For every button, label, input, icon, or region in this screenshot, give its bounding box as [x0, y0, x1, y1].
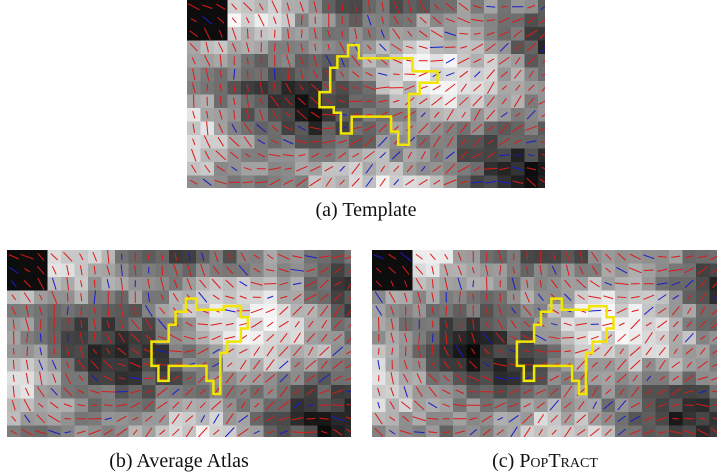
fiber-glyph — [104, 405, 112, 406]
voxel — [480, 426, 494, 438]
page: (a) Template (b) Average Atlas (c) PopTr… — [0, 0, 722, 475]
voxel — [525, 176, 539, 189]
voxel — [277, 426, 291, 438]
panel-caption: Template — [342, 199, 416, 221]
voxel — [372, 426, 386, 438]
caption: (c) PopTract — [492, 450, 598, 473]
voxel — [61, 426, 75, 438]
poptract-image — [372, 250, 717, 437]
voxel — [538, 162, 545, 176]
voxel — [318, 426, 332, 438]
fiber-glyph — [541, 141, 545, 142]
panel-caption: PopTract — [519, 450, 598, 472]
voxel — [440, 426, 454, 438]
voxel — [331, 426, 345, 438]
voxel — [538, 149, 545, 163]
voxel — [48, 426, 62, 438]
voxel — [426, 426, 440, 438]
fiber-glyph — [301, 30, 302, 38]
voxel — [656, 426, 670, 438]
voxel — [494, 426, 508, 438]
voxel — [75, 426, 89, 438]
voxel — [345, 264, 352, 278]
caption: (a) Template — [316, 199, 417, 222]
fiber-glyph — [64, 418, 71, 419]
voxel — [264, 426, 278, 438]
fiber-glyph — [513, 294, 514, 300]
voxel — [102, 426, 116, 438]
voxel — [250, 426, 264, 438]
fiber-glyph — [332, 405, 343, 406]
voxel — [413, 426, 427, 438]
fiber-glyph — [247, 29, 248, 39]
fiber-glyph — [162, 265, 163, 275]
template-image — [187, 0, 545, 188]
voxel — [156, 426, 170, 438]
voxel — [345, 304, 352, 318]
voxel — [345, 412, 352, 426]
voxel — [304, 426, 318, 438]
voxel — [88, 426, 102, 438]
voxel — [345, 318, 352, 332]
fiber-glyph — [446, 306, 447, 316]
caption: (b) Average Atlas — [109, 450, 249, 473]
fiber-glyph — [328, 4, 329, 10]
voxel — [210, 426, 224, 438]
panel-label: (a) — [316, 199, 338, 221]
fiber-glyph — [88, 418, 102, 419]
panel-label: (b) — [109, 450, 132, 472]
fiber-glyph — [617, 297, 626, 298]
voxel — [201, 176, 215, 189]
voxel — [602, 426, 616, 438]
voxel — [169, 426, 183, 438]
voxel — [511, 176, 525, 189]
voxel — [615, 426, 629, 438]
voxel — [291, 426, 305, 438]
voxel — [214, 176, 228, 189]
fiber-glyph — [274, 43, 275, 52]
voxel — [538, 41, 545, 55]
fiber-glyph — [501, 6, 507, 7]
voxel — [710, 426, 718, 438]
voxel — [7, 426, 21, 438]
voxel — [345, 291, 352, 305]
fiber-glyph — [349, 101, 362, 102]
average-atlas-image — [7, 250, 351, 437]
voxel — [187, 176, 201, 189]
voxel — [588, 426, 602, 438]
voxel — [467, 426, 481, 438]
panel-label: (c) — [492, 450, 514, 472]
fiber-glyph — [366, 114, 373, 115]
fiber-glyph — [378, 348, 379, 355]
voxel — [223, 426, 237, 438]
panel-caption: Average Atlas — [136, 450, 248, 472]
voxel — [642, 426, 656, 438]
voxel — [386, 426, 400, 438]
voxel — [575, 426, 589, 438]
fiber-glyph — [115, 391, 128, 392]
fiber-glyph — [393, 74, 399, 75]
voxel — [629, 426, 643, 438]
fiber-glyph — [27, 347, 28, 356]
